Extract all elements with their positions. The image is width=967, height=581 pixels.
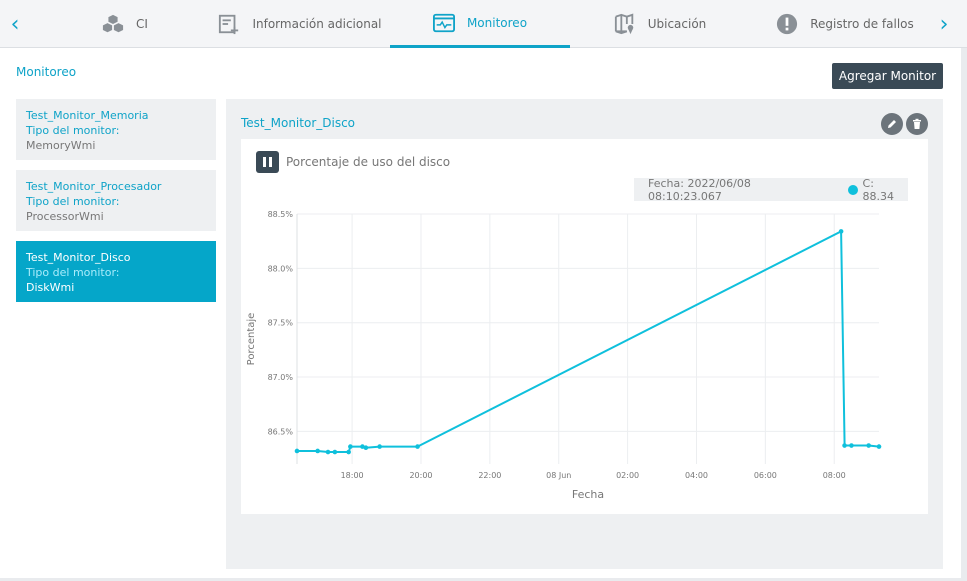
- map-pin-icon: [614, 13, 633, 35]
- tab-location-label: Ubicación: [647, 17, 707, 31]
- tab-additional-info[interactable]: Información adicional: [210, 0, 390, 48]
- delete-monitor-button[interactable]: [906, 113, 928, 135]
- y-tick-label: 86.5%: [268, 427, 294, 436]
- x-tick-label: 06:00: [754, 471, 777, 480]
- tabs-prev-arrow-icon[interactable]: ‹: [10, 11, 20, 37]
- data-point: [325, 449, 331, 455]
- trash-icon: [913, 118, 921, 129]
- x-tick-label: 02:00: [616, 471, 639, 480]
- monitor-type-value: MemoryWmi: [26, 139, 96, 152]
- x-tick-label: 18:00: [341, 471, 364, 480]
- monitor-name: Test_Monitor_Disco: [26, 251, 131, 264]
- pencil-icon: [888, 120, 896, 128]
- data-point: [377, 444, 382, 449]
- chart-tooltip: Fecha: 2022/06/08 08:10:23.067 C: 88.34: [634, 176, 908, 203]
- data-point: [346, 449, 351, 455]
- chart-card: Porcentaje de uso del disco Fecha: 2022/…: [241, 139, 928, 514]
- y-axis-label: Porcentaje: [246, 313, 257, 366]
- monitor-type-label: Tipo del monitor:: [26, 124, 120, 137]
- monitor-window-icon: [432, 13, 455, 32]
- monitor-list: Test_Monitor_Memoria Tipo del monitor: M…: [16, 99, 216, 312]
- data-point: [876, 444, 882, 449]
- data-point: [415, 444, 420, 449]
- pause-icon: [263, 157, 266, 167]
- monitor-type-value: DiskWmi: [26, 281, 75, 294]
- alert-circle-icon: [777, 13, 798, 35]
- series-dot-icon: [847, 184, 858, 195]
- data-point: [332, 449, 338, 455]
- x-tick-label: 08 Jun: [546, 471, 571, 480]
- main-content: Monitoreo Agregar Monitor Test_Monitor_M…: [0, 48, 961, 578]
- monitor-name: Test_Monitor_Memoria: [26, 109, 149, 122]
- tab-monitoring-label: Monitoreo: [466, 15, 528, 30]
- detail-title: Test_Monitor_Disco: [241, 116, 356, 130]
- tab-location[interactable]: Ubicación: [600, 0, 720, 48]
- y-tick-label: 88.0%: [268, 264, 294, 273]
- pause-icon: [269, 157, 272, 167]
- page-title: Monitoreo: [16, 65, 77, 79]
- line-chart[interactable]: 86.5% 87.0% 87.5% 88.0% 88.5% 18:00 20:00 22:00…: [241, 139, 928, 514]
- data-point: [363, 445, 369, 450]
- tooltip-value: C: 88.34: [862, 176, 895, 203]
- series-line: [297, 229, 880, 453]
- tab-failure-log[interactable]: Registro de fallos: [770, 0, 920, 48]
- tabs-next-arrow-icon[interactable]: ›: [939, 11, 949, 37]
- data-point: [849, 443, 854, 448]
- x-tick-label: 20:00: [409, 471, 432, 480]
- tooltip-date: Fecha: 2022/06/08 08:10:23.067: [648, 176, 751, 203]
- tab-failure-log-label: Registro de fallos: [810, 17, 914, 31]
- data-point: [348, 444, 353, 449]
- monitor-type-label: Tipo del monitor:: [26, 266, 120, 279]
- edit-monitor-button[interactable]: [881, 113, 903, 135]
- cubes-icon: [102, 14, 124, 33]
- add-monitor-button[interactable]: Agregar Monitor: [832, 63, 943, 89]
- x-tick-label: 04:00: [685, 471, 708, 480]
- data-point: [838, 229, 844, 234]
- tab-ci[interactable]: CI: [70, 0, 180, 48]
- x-axis-label: Fecha: [572, 488, 604, 501]
- pause-button[interactable]: [256, 151, 279, 173]
- tab-bar: ‹ CI Información adicional Monitoreo: [0, 0, 967, 48]
- chart-title: Porcentaje de uso del disco: [286, 155, 451, 169]
- y-tick-label: 87.5%: [268, 319, 294, 328]
- y-tick-label: 88.5%: [268, 210, 294, 219]
- monitor-item-memoria[interactable]: Test_Monitor_Memoria Tipo del monitor: M…: [16, 99, 216, 160]
- data-point: [294, 448, 300, 454]
- monitor-type-label: Tipo del monitor:: [26, 195, 120, 208]
- monitor-item-procesador[interactable]: Test_Monitor_Procesador Tipo del monitor…: [16, 170, 216, 231]
- data-point: [315, 448, 320, 454]
- monitor-item-disco[interactable]: Test_Monitor_Disco Tipo del monitor: Dis…: [16, 241, 216, 302]
- add-info-icon: [219, 14, 239, 35]
- data-point: [866, 443, 871, 448]
- x-tick-label: 22:00: [478, 471, 501, 480]
- monitor-detail-panel: Test_Monitor_Disco Porcentaje de uso del…: [226, 99, 943, 569]
- monitor-name: Test_Monitor_Procesador: [26, 180, 162, 193]
- tab-additional-info-label: Información adicional: [252, 17, 382, 31]
- tab-ci-label: CI: [136, 17, 148, 31]
- tab-monitoring[interactable]: Monitoreo: [390, 0, 570, 48]
- monitor-type-value: ProcessorWmi: [26, 210, 104, 223]
- y-tick-label: 87.0%: [268, 373, 294, 382]
- x-tick-label: 08:00: [823, 471, 846, 480]
- data-point: [842, 443, 847, 448]
